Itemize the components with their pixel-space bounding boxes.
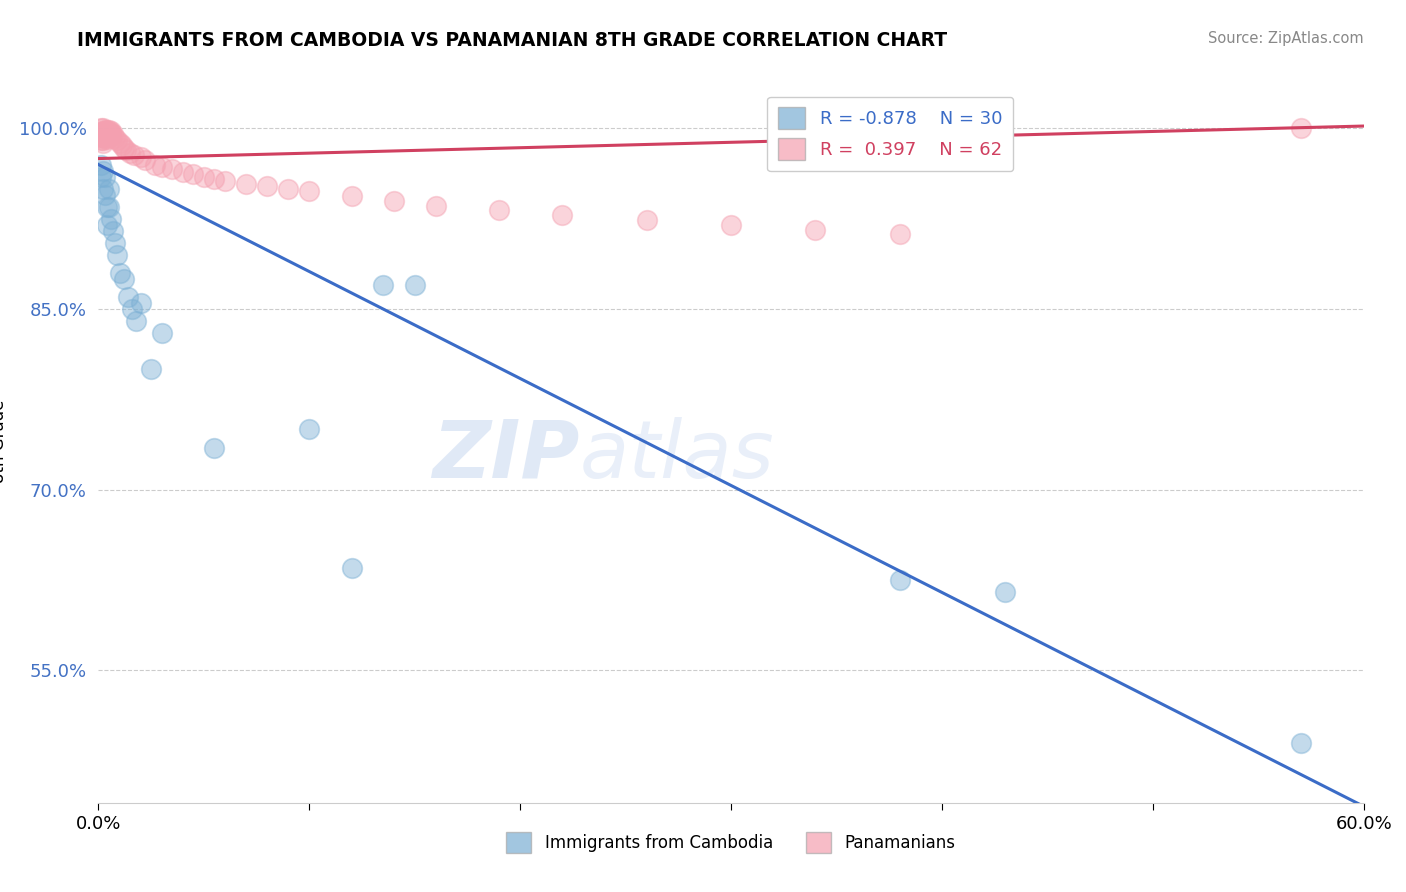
Point	[1289, 121, 1312, 136]
Point	[889, 573, 911, 587]
Point	[91, 131, 114, 145]
Point	[183, 167, 205, 181]
Point	[93, 169, 117, 184]
Point	[214, 174, 236, 188]
Point	[404, 278, 426, 293]
Point	[96, 218, 118, 232]
Point	[551, 208, 574, 222]
Point	[98, 128, 121, 142]
Point	[91, 124, 114, 138]
Point	[804, 222, 827, 236]
Point	[150, 160, 173, 174]
Point	[636, 213, 658, 227]
Point	[98, 182, 121, 196]
Point	[340, 561, 363, 575]
Point	[100, 128, 122, 143]
Point	[371, 278, 394, 293]
Point	[100, 124, 122, 138]
Point	[93, 122, 117, 136]
Point	[382, 194, 405, 208]
Point	[150, 326, 173, 341]
Point	[90, 169, 112, 184]
Text: ZIP: ZIP	[432, 417, 579, 495]
Point	[145, 158, 166, 172]
Point	[91, 136, 114, 150]
Point	[104, 131, 127, 145]
Point	[100, 211, 122, 226]
Point	[96, 129, 118, 144]
Point	[204, 441, 226, 455]
Point	[193, 169, 215, 184]
Text: IMMIGRANTS FROM CAMBODIA VS PANAMANIAN 8TH GRADE CORRELATION CHART: IMMIGRANTS FROM CAMBODIA VS PANAMANIAN 8…	[77, 31, 948, 50]
Point	[107, 133, 129, 147]
Point	[889, 227, 911, 242]
Point	[108, 266, 131, 280]
Point	[103, 128, 125, 142]
Point	[98, 129, 121, 144]
Point	[93, 128, 117, 142]
Point	[298, 423, 321, 437]
Point	[90, 158, 112, 172]
Point	[91, 126, 114, 140]
Point	[340, 189, 363, 203]
Point	[204, 172, 226, 186]
Point	[93, 187, 117, 202]
Point	[994, 585, 1017, 599]
Point	[103, 224, 125, 238]
Point	[121, 301, 143, 317]
Point	[90, 128, 112, 142]
Text: atlas: atlas	[579, 417, 775, 495]
Point	[107, 248, 129, 262]
Point	[90, 125, 112, 139]
Y-axis label: 8th Grade: 8th Grade	[0, 400, 7, 483]
Point	[112, 141, 135, 155]
Point	[111, 138, 132, 153]
Point	[117, 290, 139, 304]
Point	[98, 122, 121, 136]
Point	[108, 136, 131, 150]
Point	[235, 177, 257, 191]
Point	[91, 133, 114, 147]
Point	[298, 184, 321, 198]
Legend: Immigrants from Cambodia, Panamanians: Immigrants from Cambodia, Panamanians	[499, 826, 963, 860]
Point	[129, 296, 152, 310]
Point	[98, 125, 121, 139]
Point	[93, 129, 117, 144]
Point	[91, 182, 114, 196]
Point	[96, 200, 118, 214]
Point	[488, 203, 510, 218]
Point	[172, 165, 194, 179]
Point	[96, 122, 118, 136]
Point	[96, 125, 118, 139]
Point	[112, 272, 135, 286]
Point	[256, 179, 278, 194]
Point	[90, 133, 112, 147]
Point	[104, 235, 127, 250]
Point	[162, 162, 183, 177]
Point	[134, 153, 156, 167]
Point	[93, 125, 117, 139]
Point	[91, 128, 114, 143]
Point	[96, 132, 118, 146]
Point	[720, 218, 742, 232]
Point	[1289, 736, 1312, 750]
Point	[129, 150, 152, 164]
Point	[90, 129, 112, 144]
Text: Source: ZipAtlas.com: Source: ZipAtlas.com	[1208, 31, 1364, 46]
Point	[425, 198, 447, 212]
Point	[120, 145, 141, 160]
Point	[96, 128, 118, 142]
Point	[91, 121, 114, 136]
Point	[141, 362, 163, 376]
Point	[125, 314, 148, 328]
Point	[90, 121, 112, 136]
Point	[98, 200, 121, 214]
Point	[100, 126, 122, 140]
Point	[277, 182, 299, 196]
Point	[124, 148, 146, 162]
Point	[115, 143, 138, 157]
Point	[91, 163, 114, 178]
